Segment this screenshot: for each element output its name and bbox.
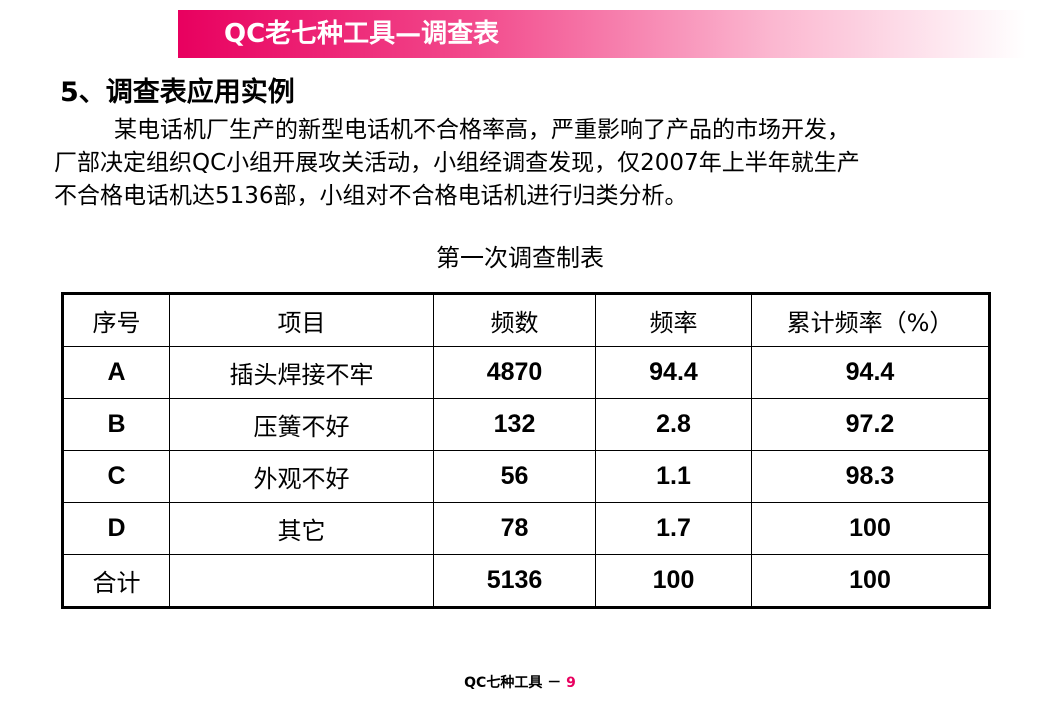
cell-cumulative-rate: 98.3 <box>751 450 990 503</box>
cell-frequency: 78 <box>433 502 596 555</box>
cell-seq: B <box>62 398 170 451</box>
cell-item: 插头焊接不牢 <box>169 346 434 399</box>
cell-seq: A <box>62 346 170 399</box>
cell-rate: 94.4 <box>595 346 752 399</box>
cell-cumulative-rate: 94.4 <box>751 346 990 399</box>
title-banner: QC老七种工具—调查表 <box>178 10 1026 58</box>
cell-item: 外观不好 <box>169 450 434 503</box>
table-row: B 压簧不好 132 2.8 97.2 <box>62 398 990 451</box>
cell-cumulative-rate: 100 <box>751 554 990 608</box>
header-rate: 频率 <box>595 293 752 347</box>
header-frequency: 频数 <box>433 293 596 347</box>
footer-label: QC七种工具 － <box>464 675 562 691</box>
cell-rate: 1.7 <box>595 502 752 555</box>
intro-line: 某电话机厂生产的新型电话机不合格率高，严重影响了产品的市场开发， <box>114 117 850 143</box>
intro-line: 厂部决定组织QC小组开展攻关活动，小组经调查发现，仅2007年上半年就生产 <box>54 150 860 176</box>
table-row: D 其它 78 1.7 100 <box>62 502 990 555</box>
page-number: 9 <box>566 675 576 691</box>
cell-item: 其它 <box>169 502 434 555</box>
header-item: 项目 <box>169 293 434 347</box>
cell-seq: 合计 <box>62 554 170 608</box>
cell-rate: 100 <box>595 554 752 608</box>
table-row: C 外观不好 56 1.1 98.3 <box>62 450 990 503</box>
section-heading: 5、调查表应用实例 <box>60 77 295 108</box>
cell-frequency: 4870 <box>433 346 596 399</box>
page-footer: QC七种工具 － 9 <box>0 672 1040 692</box>
table-header-row: 序号 项目 频数 频率 累计频率（%） <box>62 293 990 347</box>
cell-frequency: 5136 <box>433 554 596 608</box>
cell-rate: 2.8 <box>595 398 752 451</box>
cell-seq: C <box>62 450 170 503</box>
intro-line: 不合格电话机达5136部，小组对不合格电话机进行归类分析。 <box>54 183 688 209</box>
cell-item <box>169 554 434 608</box>
table-row: A 插头焊接不牢 4870 94.4 94.4 <box>62 346 990 399</box>
table-total-row: 合计 5136 100 100 <box>62 554 990 608</box>
cell-rate: 1.1 <box>595 450 752 503</box>
cell-item: 压簧不好 <box>169 398 434 451</box>
header-seq: 序号 <box>62 293 170 347</box>
survey-table: 序号 项目 频数 频率 累计频率（%） A 插头焊接不牢 4870 94.4 9… <box>61 292 991 609</box>
header-cumulative-rate: 累计频率（%） <box>751 293 990 347</box>
cell-frequency: 132 <box>433 398 596 451</box>
intro-paragraph: 某电话机厂生产的新型电话机不合格率高，严重影响了产品的市场开发， 厂部决定组织Q… <box>54 114 994 213</box>
table-caption: 第一次调查制表 <box>436 244 604 272</box>
cell-seq: D <box>62 502 170 555</box>
cell-frequency: 56 <box>433 450 596 503</box>
cell-cumulative-rate: 97.2 <box>751 398 990 451</box>
slide-title: QC老七种工具—调查表 <box>224 19 500 49</box>
cell-cumulative-rate: 100 <box>751 502 990 555</box>
